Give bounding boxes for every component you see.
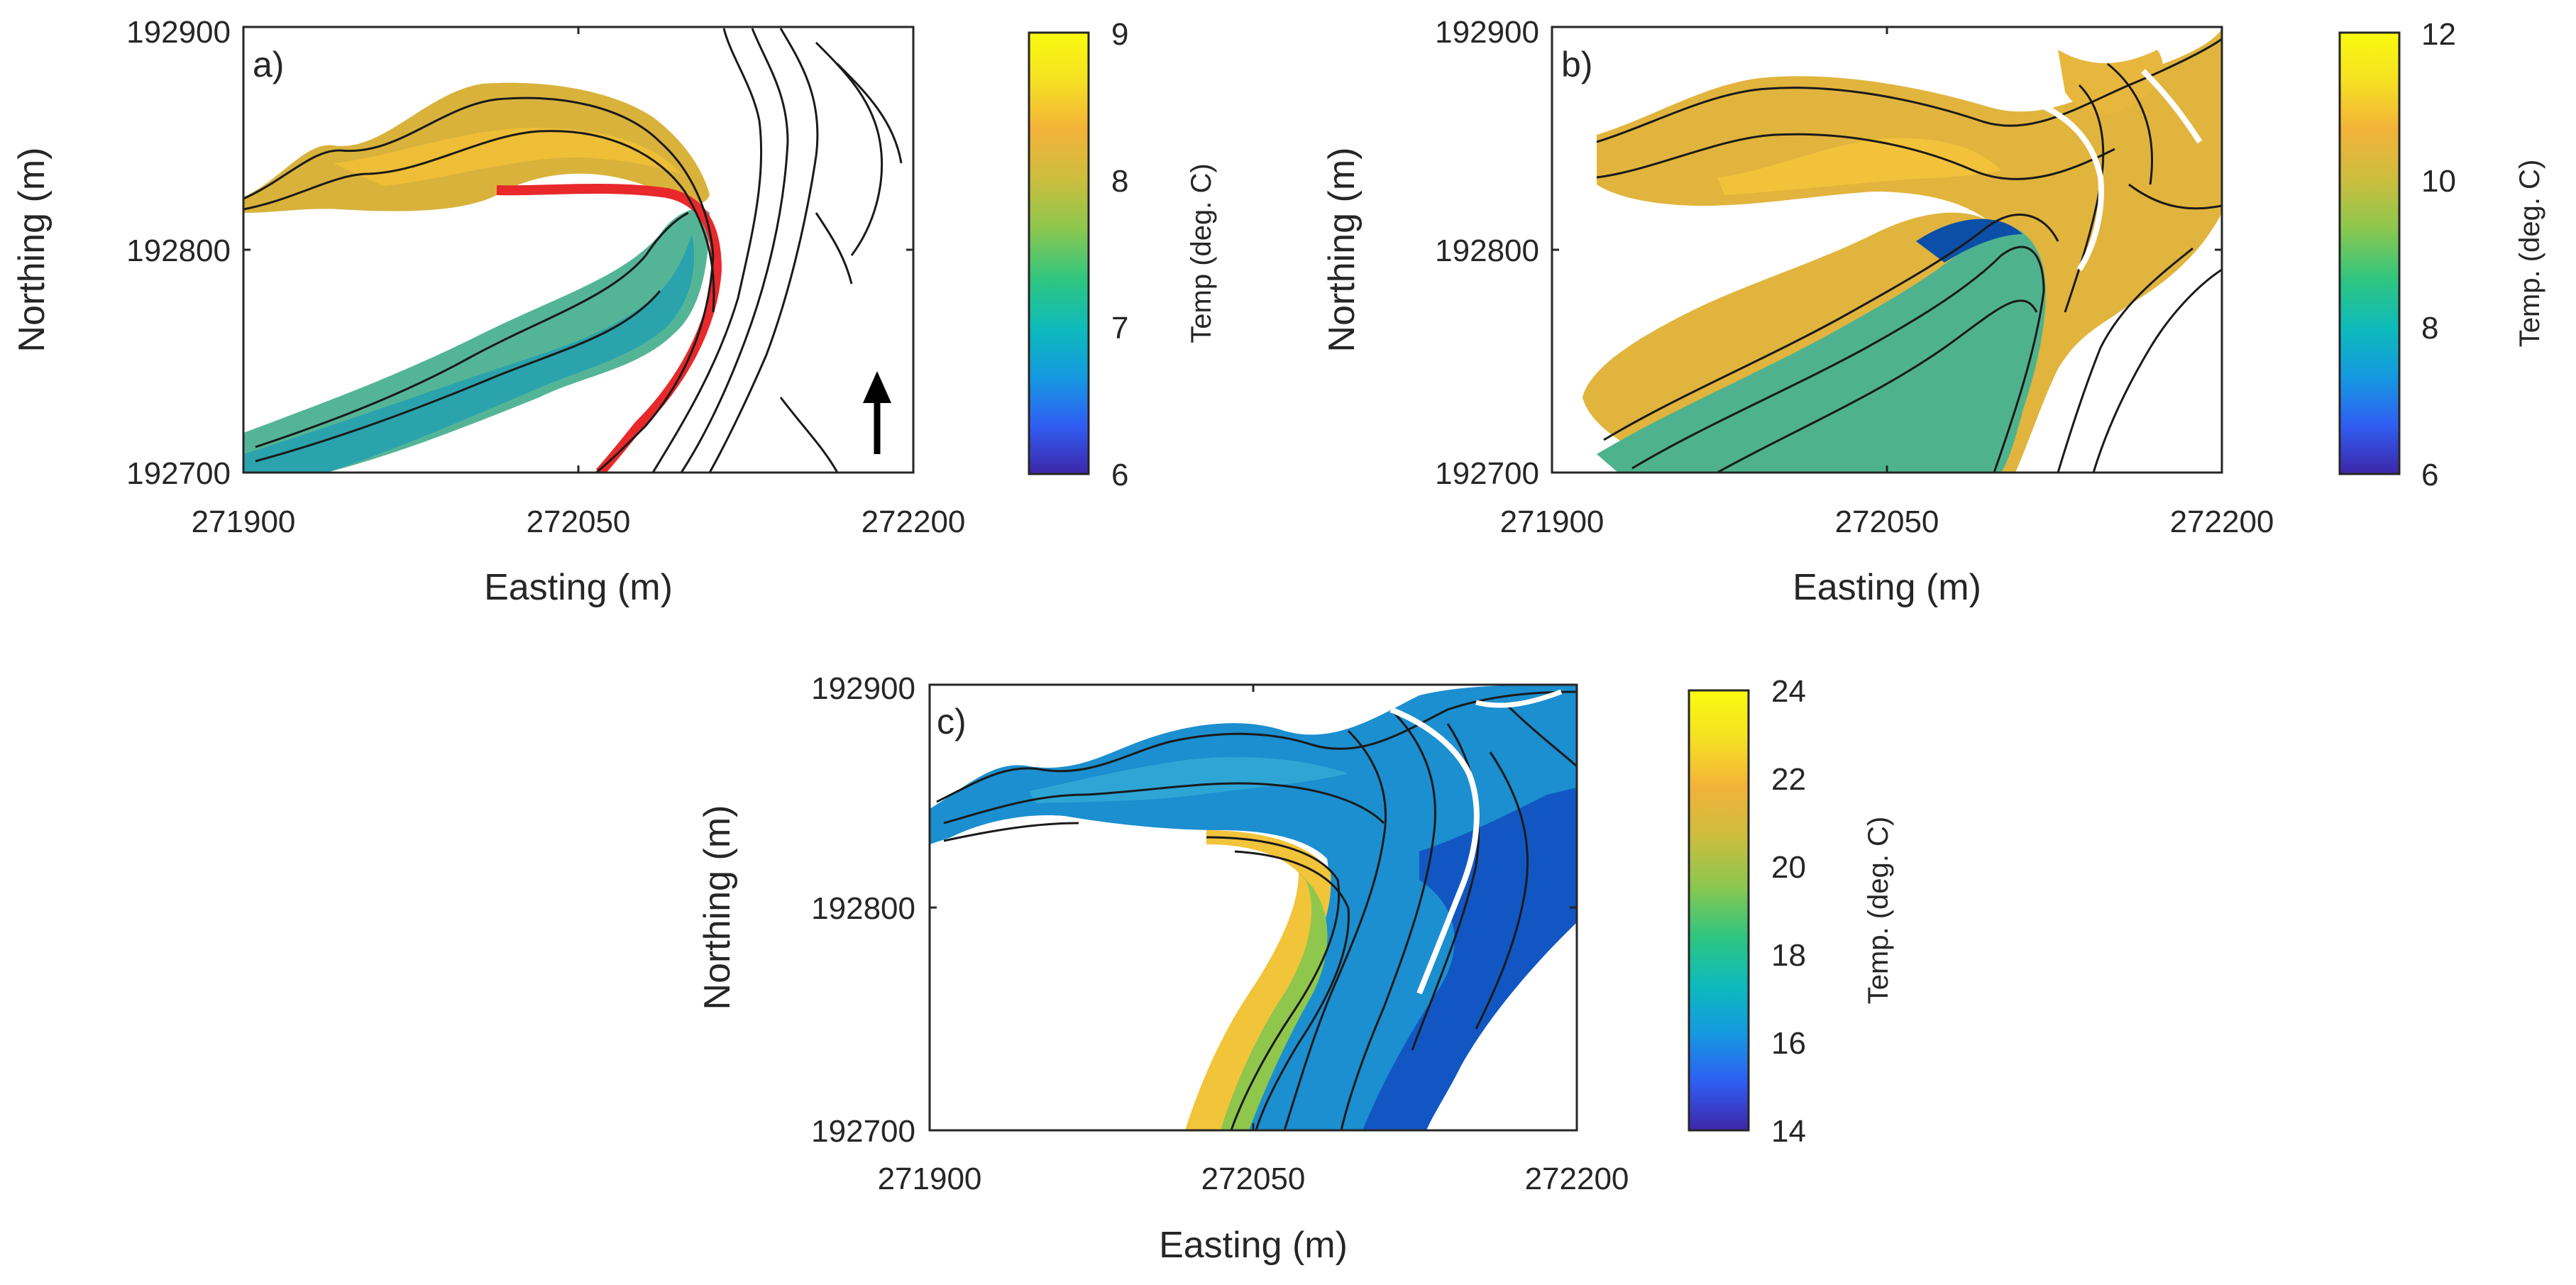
- x-tick-label: 272050: [1835, 504, 1939, 539]
- y-axis-label-c: Northing (m): [697, 805, 738, 1010]
- panel-label-a: a): [253, 45, 284, 84]
- colorbar-ticks-b: 6 8 10 12: [2421, 17, 2456, 492]
- heatmap-b: [1583, 28, 2222, 473]
- warm-zone-c: [1185, 830, 1331, 1130]
- red-line-a: [496, 183, 722, 473]
- cbar-tick-label: 18: [1771, 938, 1806, 973]
- x-tick-label: 272200: [1525, 1162, 1629, 1196]
- x-tick-label: 271900: [192, 504, 296, 539]
- cbar-tick-label: 16: [1771, 1026, 1806, 1061]
- y-tick-label: 192900: [126, 15, 231, 50]
- tick-marks-c: [930, 685, 1577, 1130]
- colorbar-ticks-a: 6 7 8 9: [1111, 17, 1128, 492]
- colorbar-c: [1688, 689, 1750, 1132]
- cbar-tick-label: 20: [1771, 850, 1806, 885]
- y-tick-label: 192800: [1435, 233, 1539, 268]
- white-river-c2: [1475, 689, 1563, 708]
- cbar-tick-label: 24: [1771, 674, 1806, 709]
- y-ticks-b: 192700 192800 192900: [1435, 15, 1539, 491]
- y-tick-label: 192700: [811, 1114, 915, 1149]
- white-river-b2: [2141, 69, 2203, 144]
- panel-c: c) 271900 272050 272200 192700 192800 19…: [697, 671, 1894, 1266]
- y-tick-label: 192700: [1435, 456, 1539, 491]
- panel-a: a) 271900 272050 272200 192700 192800 19…: [11, 15, 1217, 608]
- cbar-tick-label: 22: [1771, 762, 1806, 797]
- channel-blue-a: [243, 234, 695, 473]
- y-axis-label-a: Northing (m): [11, 148, 53, 353]
- colorbar-label-a: Temp (deg. C): [1186, 163, 1217, 343]
- x-tick-label: 272050: [1201, 1162, 1306, 1196]
- y-ticks-c: 192700 192800 192900: [811, 671, 915, 1149]
- north-arrow-icon: [863, 371, 891, 403]
- white-river-c: [1389, 707, 1480, 995]
- cbar-tick-label: 12: [2421, 17, 2456, 52]
- channel-green-b: [1597, 226, 2046, 473]
- cbar-tick-label: 10: [2421, 164, 2456, 199]
- panel-b: b) 271900 272050 272200 192700 192800 19…: [1321, 15, 2545, 608]
- y-tick-label: 192900: [1435, 15, 1539, 50]
- y-axis-label-b: Northing (m): [1321, 148, 1363, 353]
- colorbar-a: [1028, 31, 1090, 475]
- heatmap-a: [243, 28, 903, 473]
- tick-marks-b: [1552, 27, 2222, 473]
- colorbar-label-b: Temp. (deg. C): [2514, 160, 2545, 348]
- warm-zone-b: [1717, 138, 2001, 195]
- x-ticks-a: 271900 272050 272200: [192, 504, 966, 539]
- x-tick-label: 271900: [1500, 504, 1605, 539]
- x-tick-label: 272200: [2170, 504, 2274, 539]
- x-axis-label-b: Easting (m): [1793, 567, 1981, 608]
- heatmap-c: [930, 685, 1577, 1130]
- colorbar-b: [2338, 31, 2401, 475]
- x-ticks-c: 271900 272050 272200: [878, 1162, 1629, 1196]
- lighter-zone-c: [1029, 756, 1348, 803]
- y-tick-label: 192700: [126, 456, 231, 491]
- y-ticks-a: 192700 192800 192900: [126, 15, 231, 491]
- warm-zone-a: [334, 128, 681, 186]
- tick-marks-a: [243, 27, 913, 473]
- cbar-tick-label: 6: [2421, 458, 2438, 492]
- x-tick-label: 271900: [878, 1162, 982, 1196]
- colorbar-label-c: Temp. (deg. C): [1863, 817, 1894, 1005]
- cbar-tick-label: 6: [1111, 458, 1128, 492]
- cbar-tick-label: 8: [1111, 164, 1128, 199]
- panel-label-c: c): [937, 702, 967, 741]
- colorbar-ticks-c: 14 16 18 20 22 24: [1771, 674, 1806, 1149]
- cbar-tick-label: 9: [1111, 17, 1128, 52]
- cbar-tick-label: 8: [2421, 311, 2438, 346]
- x-axis-label-c: Easting (m): [1159, 1225, 1348, 1266]
- x-tick-label: 272050: [527, 504, 631, 539]
- mid-zone-c: [1221, 873, 1328, 1130]
- cbar-tick-label: 14: [1771, 1114, 1806, 1149]
- y-tick-label: 192800: [126, 233, 231, 268]
- channel-green-a: [243, 209, 710, 473]
- x-ticks-b: 271900 272050 272200: [1500, 504, 2274, 539]
- white-river-b: [2042, 104, 2104, 272]
- cold-zone-c: [1363, 788, 1577, 1130]
- contours-a: [243, 28, 903, 473]
- x-tick-label: 272200: [862, 504, 966, 539]
- panel-label-b: b): [1561, 45, 1592, 84]
- x-axis-label-a: Easting (m): [484, 567, 673, 608]
- y-tick-label: 192800: [811, 891, 915, 926]
- y-tick-label: 192900: [811, 671, 915, 706]
- cbar-tick-label: 7: [1111, 311, 1128, 346]
